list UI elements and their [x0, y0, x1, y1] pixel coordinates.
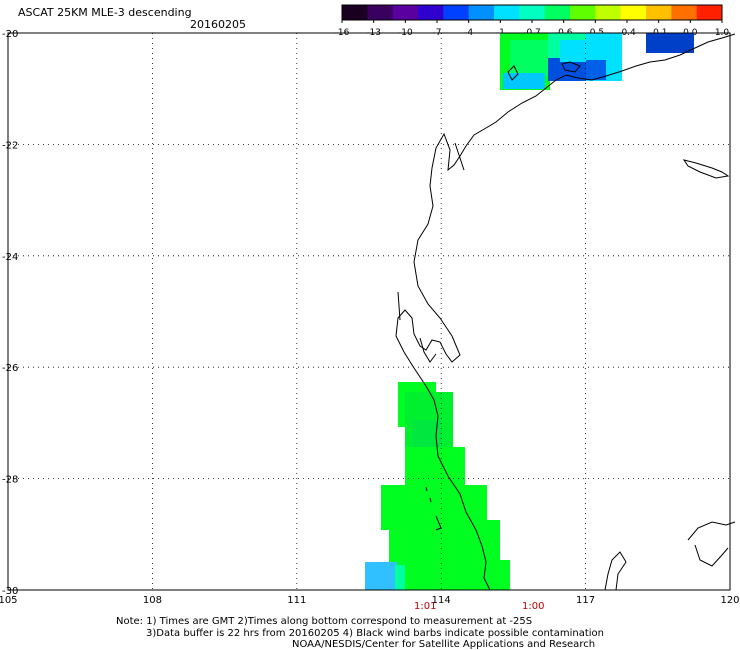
- coastline: [395, 33, 736, 591]
- swath-cell: [389, 520, 500, 565]
- swath-cell: [510, 40, 548, 75]
- y-tick-label: -28: [2, 475, 18, 486]
- colorbar-segment: [646, 5, 672, 20]
- colorbar-segment: [468, 5, 495, 20]
- colorbar-segment: [595, 5, 622, 20]
- y-axis-labels: -20 -22 -24 -26 -28 -30: [2, 29, 18, 597]
- swath-cell: [560, 40, 588, 62]
- swath-cell: [586, 60, 606, 80]
- swath-south: [365, 382, 510, 590]
- y-tick-label: -20: [2, 29, 18, 40]
- swath-cell: [405, 447, 465, 487]
- swath-cell: [503, 73, 545, 89]
- x-tick-label: 111: [287, 595, 306, 606]
- swath-north: [500, 33, 694, 90]
- colorbar-segment: [342, 5, 368, 20]
- swath-cell: [548, 58, 588, 81]
- note-line-1: Note: 1) Times are GMT 2)Times along bot…: [116, 616, 533, 627]
- colorbar-segment: [392, 5, 419, 20]
- x-tick-label: 114: [432, 595, 451, 606]
- colorbar-segment: [443, 5, 470, 20]
- colorbar-segment: [696, 5, 723, 20]
- colorbar-segment: [671, 5, 698, 20]
- colorbar-segment: [519, 5, 546, 20]
- y-tick-label: -22: [2, 140, 18, 151]
- time-label-1: 1:01: [414, 601, 437, 612]
- colorbar-segment: [544, 5, 571, 20]
- swath-cell: [395, 565, 405, 590]
- y-tick-label: -30: [2, 586, 18, 597]
- note-line-2: 3)Data buffer is 22 hrs from 20160205 4)…: [146, 628, 604, 639]
- lat-lon-grid: [7, 32, 731, 591]
- x-tick-label: 105: [0, 595, 18, 606]
- map-title: ASCAT 25KM MLE-3 descending: [18, 6, 192, 19]
- colorbar-segment: [620, 5, 647, 20]
- swath-cell: [365, 562, 397, 590]
- map-date: 20160205: [190, 18, 246, 31]
- x-tick-label: 120: [720, 595, 739, 606]
- colorbar-segment: [367, 5, 394, 20]
- note-line-3: NOAA/NESDIS/Center for Satellite Applica…: [292, 639, 596, 650]
- time-label-2: 1:00: [522, 601, 545, 612]
- y-tick-label: -26: [2, 363, 18, 374]
- swath-cell: [646, 33, 694, 53]
- x-axis-labels: 105 108 111 114 117 120: [0, 595, 740, 606]
- x-tick-label: 117: [576, 595, 595, 606]
- colorbar-segment: [570, 5, 596, 20]
- y-tick-label: -24: [2, 252, 18, 263]
- colorbar-segment: [494, 5, 520, 20]
- swath-cell: [395, 560, 510, 590]
- x-tick-label: 108: [143, 595, 162, 606]
- colorbar-segment: [418, 5, 444, 20]
